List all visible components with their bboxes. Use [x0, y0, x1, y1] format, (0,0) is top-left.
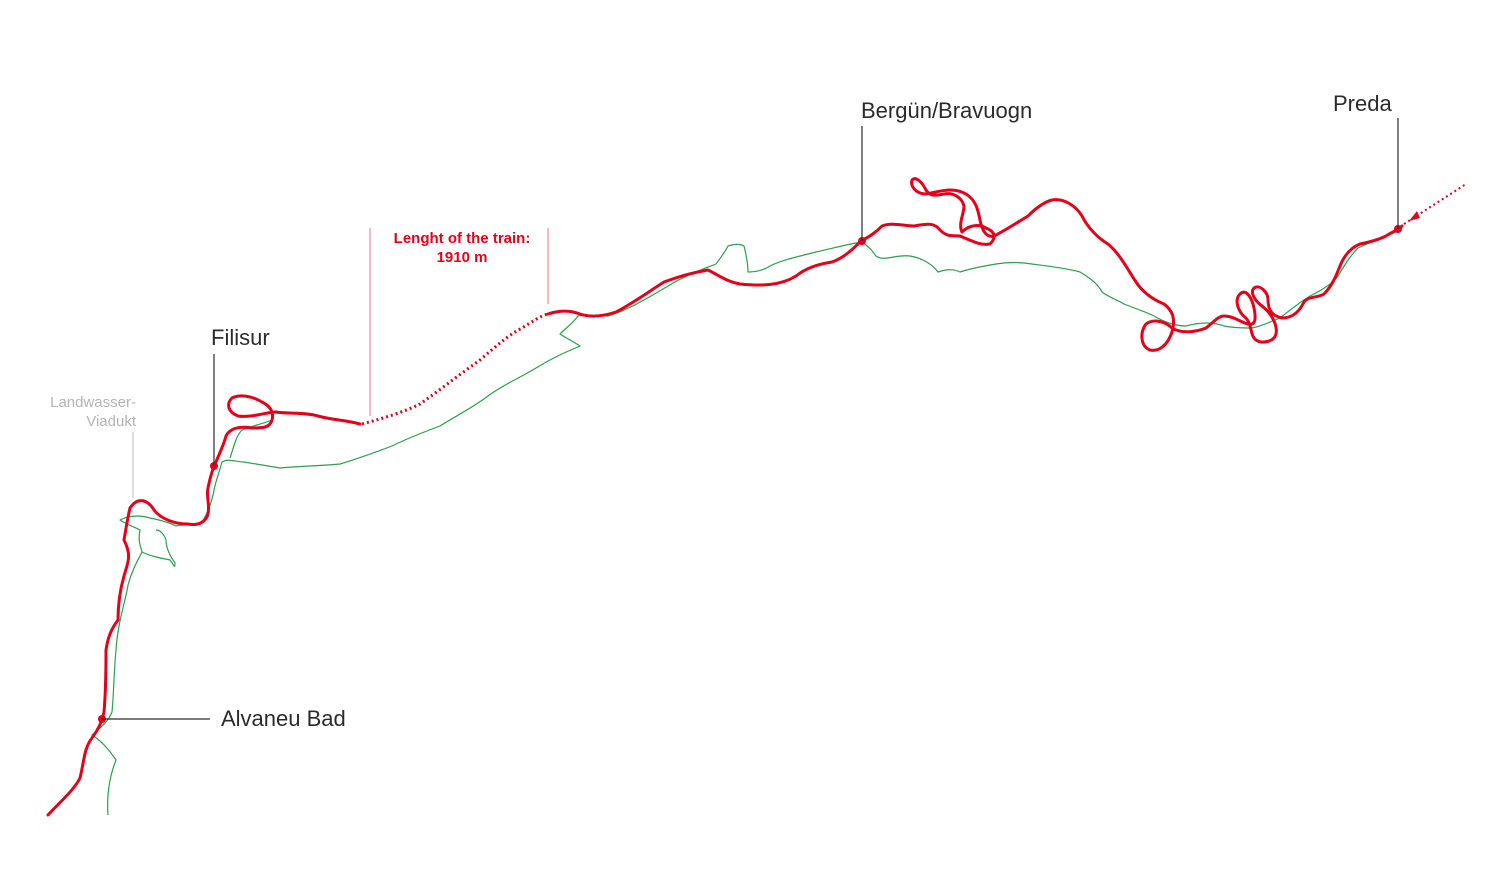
train-length-segment	[361, 312, 549, 426]
train-length-label: Lenght of the train: 1910 m	[372, 229, 552, 267]
viaduct-label-line1: Landwasser-	[50, 394, 136, 411]
river	[91, 231, 1397, 816]
station-label-filisur: Filisur	[211, 325, 270, 350]
train-length-title: Lenght of the train:	[393, 230, 531, 247]
railway-route	[46, 177, 1404, 817]
station-leaders	[102, 118, 1399, 720]
viaduct-label-line2: Viadukt	[86, 413, 136, 430]
station-label-bergun: Bergün/Bravuogn	[861, 98, 1033, 123]
station-label-preda: Preda	[1333, 91, 1392, 116]
direction-arrow-icon	[1409, 211, 1420, 221]
viaduct-label: Landwasser- Viadukt	[50, 393, 136, 431]
route-continuation	[1403, 183, 1467, 225]
station-label-alvaneu: Alvaneu Bad	[221, 706, 346, 731]
train-length-value: 1910 m	[436, 249, 488, 266]
